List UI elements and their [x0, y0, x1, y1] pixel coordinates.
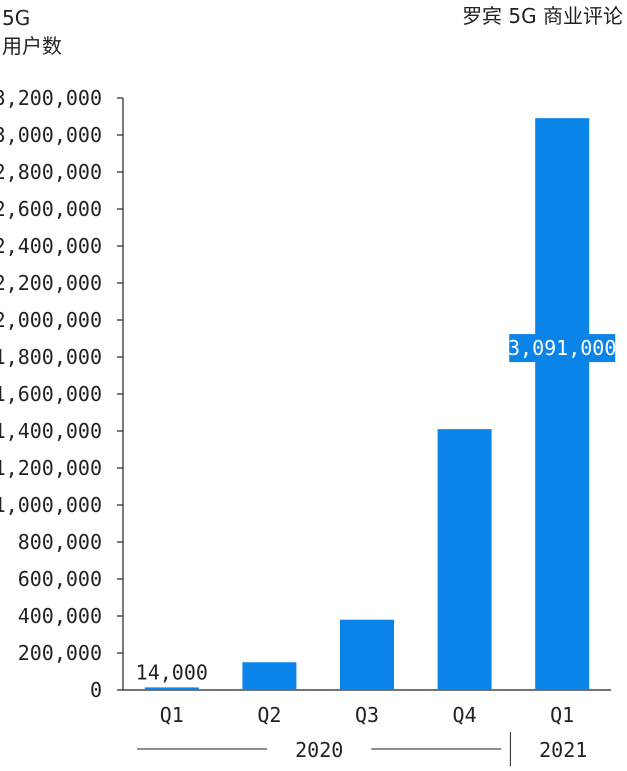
y-tick-label: 800,000: [18, 530, 102, 554]
data-label-background: [509, 334, 616, 363]
y-axis-title: 5G 用户数: [2, 4, 62, 60]
y-axis-title-line1: 5G: [2, 6, 31, 30]
bar: [242, 662, 297, 690]
bar: [437, 429, 492, 690]
year-label: 2020: [295, 738, 343, 762]
y-tick-label: 2,200,000: [0, 271, 102, 295]
y-tick-label: 2,000,000: [0, 308, 102, 332]
y-tick-label: 200,000: [18, 641, 102, 665]
y-tick-label: 3,000,000: [0, 123, 102, 147]
y-tick-label: 400,000: [18, 604, 102, 628]
data-label: 14,000: [136, 660, 208, 684]
bar: [535, 118, 590, 691]
y-axis-title-line2: 用户数: [2, 34, 62, 58]
y-tick-label: 600,000: [18, 567, 102, 591]
x-tick-label: Q3: [355, 703, 379, 727]
x-tick-label: Q1: [160, 703, 184, 727]
x-tick-label: Q1: [550, 703, 574, 727]
y-tick-label: 2,600,000: [0, 197, 102, 221]
year-label: 2021: [539, 738, 587, 762]
y-tick-label: 2,400,000: [0, 234, 102, 258]
bar: [340, 619, 394, 690]
y-tick-label: 2,800,000: [0, 160, 102, 184]
y-tick-label: 1,600,000: [0, 382, 102, 406]
brand-label: 罗宾 5G 商业评论: [462, 4, 623, 28]
data-label: 3,091,000: [508, 336, 616, 360]
y-tick-label: 3,200,000: [0, 86, 102, 110]
y-tick-label: 1,200,000: [0, 456, 102, 480]
y-tick-label: 1,400,000: [0, 419, 102, 443]
y-tick-label: 0: [90, 678, 102, 702]
x-tick-label: Q2: [257, 703, 281, 727]
y-tick-label: 1,000,000: [0, 493, 102, 517]
bar: [144, 687, 199, 690]
x-tick-label: Q4: [453, 703, 477, 727]
y-tick-label: 1,800,000: [0, 345, 102, 369]
